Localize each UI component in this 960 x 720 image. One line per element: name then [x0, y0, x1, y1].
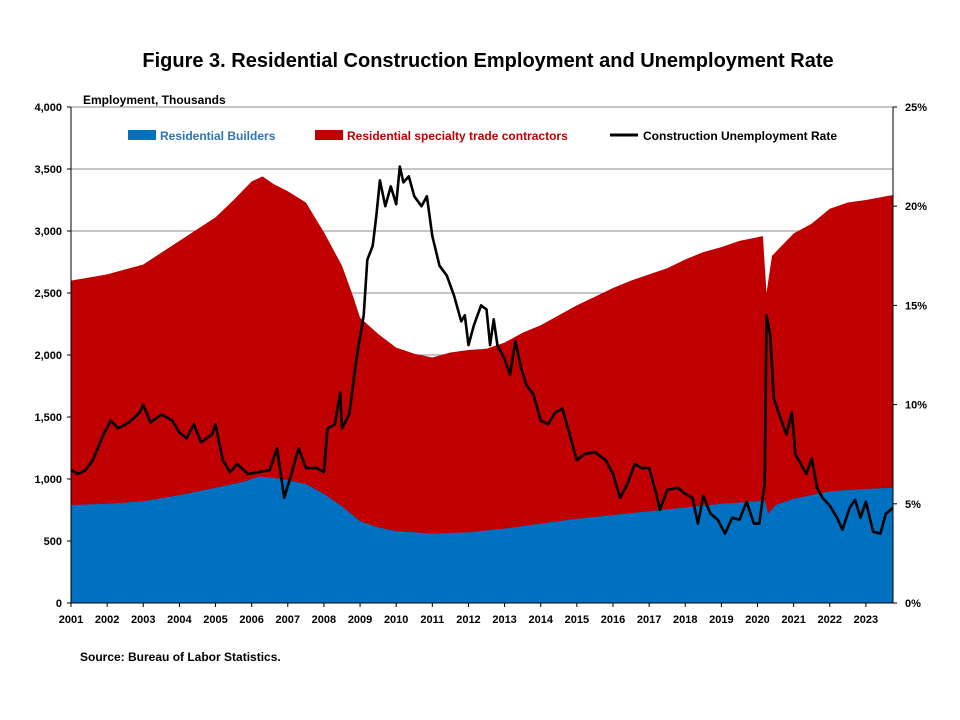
x-tick-label: 2022	[818, 614, 842, 626]
x-tick-label: 2012	[456, 614, 480, 626]
x-tick-label: 2018	[673, 614, 697, 626]
y2-tick-label: 25%	[905, 102, 927, 114]
x-tick-label: 2019	[709, 614, 733, 626]
line-unemployment-rate	[70, 165, 894, 535]
x-tick-label: 2008	[312, 614, 336, 626]
x-tick-label: 2010	[384, 614, 408, 626]
x-tick-label: 2006	[239, 614, 263, 626]
y-tick-label: 2,500	[34, 288, 62, 300]
y-tick-label: 1,500	[34, 412, 62, 424]
x-tick-label: 2020	[745, 614, 769, 626]
area-layer	[71, 176, 893, 603]
legend-label-rate: Construction Unemployment Rate	[643, 129, 837, 143]
x-tick-label: 2003	[131, 614, 155, 626]
x-tick-label: 2016	[601, 614, 625, 626]
x-tick-label: 2014	[528, 614, 553, 626]
y2-tick-label: 0%	[905, 598, 921, 610]
y-axis-label: Employment, Thousands	[83, 93, 226, 107]
y2-tick-label: 20%	[905, 201, 927, 213]
chart-title: Figure 3. Residential Construction Emplo…	[142, 50, 833, 72]
x-tick-label: 2002	[95, 614, 119, 626]
y2-tick-labels: 0% 5% 10% 15% 20% 25%	[893, 102, 927, 610]
x-tick-label: 2013	[492, 614, 516, 626]
y-tick-label: 2,000	[34, 350, 62, 362]
y-tick-label: 4,000	[34, 102, 62, 114]
y2-tick-label: 5%	[905, 499, 921, 511]
y-tick-label: 3,500	[34, 164, 62, 176]
x-tick-label: 2005	[203, 614, 227, 626]
y2-tick-label: 10%	[905, 400, 927, 412]
x-tick-label: 2023	[854, 614, 878, 626]
y-tick-label: 0	[56, 598, 62, 610]
x-tick-label: 2004	[167, 614, 192, 626]
area-residential-builders	[71, 476, 893, 603]
y2-tick-label: 15%	[905, 300, 927, 312]
legend-label-specialty: Residential specialty trade contractors	[347, 129, 568, 143]
y-tick-label: 1,000	[34, 474, 62, 486]
legend-label-builders: Residential Builders	[160, 129, 276, 143]
x-tick-label: 2009	[348, 614, 372, 626]
legend: Residential Builders Residential special…	[128, 129, 837, 143]
x-tick-label: 2021	[781, 614, 805, 626]
legend-swatch-specialty	[315, 130, 343, 140]
x-tick-labels: 2001 2002 2003 2004 2005 2006 2007 2008 2009 2010…	[59, 603, 878, 626]
source-note: Source: Bureau of Labor Statistics.	[80, 650, 281, 664]
x-tick-label: 2001	[59, 614, 83, 626]
line-layer	[70, 165, 894, 535]
y-tick-label: 500	[44, 536, 62, 548]
x-tick-label: 2017	[637, 614, 661, 626]
x-tick-label: 2007	[276, 614, 300, 626]
x-tick-label: 2011	[420, 614, 444, 626]
y-tick-label: 3,000	[34, 226, 62, 238]
y-tick-labels: 0 500 1,000 1,500 2,000 2,500 3,000 3,500 4,000	[34, 102, 71, 610]
legend-swatch-builders	[128, 130, 156, 140]
x-tick-label: 2015	[565, 614, 589, 626]
